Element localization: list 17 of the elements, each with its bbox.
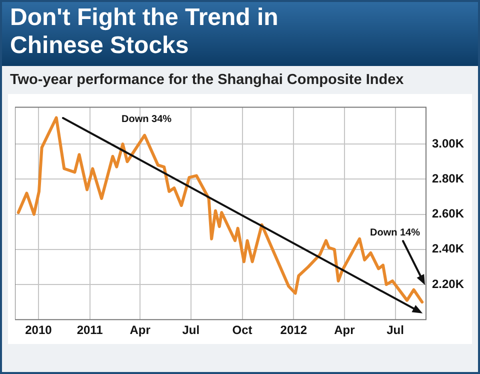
- x-tick-label: Oct: [232, 323, 252, 338]
- x-tick-label: 2010: [25, 323, 52, 338]
- y-tick-label: 2.40K: [432, 242, 464, 256]
- annotation: Down 34%: [122, 114, 172, 125]
- y-tick-label: 2.60K: [432, 206, 464, 221]
- y-tick-label: 2.20K: [432, 276, 464, 291]
- chart-subtitle: Two-year performance for the Shanghai Composite Index: [10, 72, 404, 88]
- x-tick-label: Jul: [386, 323, 404, 338]
- annotation: Down 14%: [370, 227, 420, 238]
- x-tick-label: Apr: [130, 323, 151, 338]
- x-tick-label: Jul: [182, 323, 200, 338]
- y-tick-label: 2.80K: [432, 171, 464, 186]
- x-tick-label: Apr: [334, 323, 356, 338]
- x-tick-label: 2011: [76, 323, 104, 338]
- x-tick-label: 2012: [280, 323, 308, 338]
- chart-title: Don't Fight the Trend in Chinese Stocks: [10, 4, 280, 60]
- y-tick-label: 3.00K: [432, 136, 464, 150]
